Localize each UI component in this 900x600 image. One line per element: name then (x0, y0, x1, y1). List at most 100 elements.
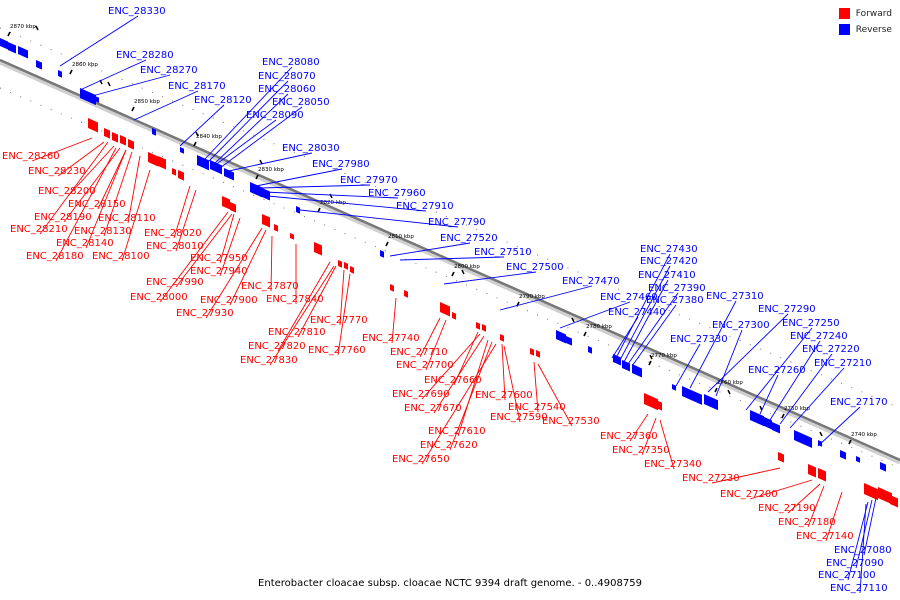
reverse-gene-label[interactable]: ENC_27300 (712, 320, 770, 331)
reverse-gene-label[interactable]: ENC_27290 (758, 304, 816, 315)
forward-gene-label[interactable]: ENC_28130 (74, 226, 132, 237)
forward-gene-label[interactable]: ENC_27830 (240, 355, 298, 366)
reverse-gene-label[interactable]: ENC_27090 (826, 558, 884, 569)
reverse-gene-label[interactable]: ENC_28030 (282, 143, 340, 154)
reverse-gene-label[interactable]: ENC_27470 (562, 276, 620, 287)
reverse-gene-label[interactable]: ENC_27170 (830, 397, 888, 408)
reverse-gene-label[interactable]: ENC_27520 (440, 233, 498, 244)
forward-gene-label[interactable]: ENC_27900 (200, 295, 258, 306)
forward-gene-label[interactable]: ENC_28140 (56, 238, 114, 249)
forward-gene-label[interactable]: ENC_27950 (190, 253, 248, 264)
reverse-gene-label[interactable]: ENC_28050 (272, 97, 330, 108)
forward-gene-label[interactable]: ENC_27190 (758, 503, 816, 514)
forward-gene-label[interactable]: ENC_28260 (2, 151, 60, 162)
forward-gene (778, 452, 784, 463)
reverse-gene-label[interactable]: ENC_27330 (670, 334, 728, 345)
reverse-gene-label[interactable]: ENC_27310 (706, 291, 764, 302)
forward-gene-label[interactable]: ENC_28000 (130, 292, 188, 303)
reverse-gene-label[interactable]: ENC_27960 (368, 188, 426, 199)
forward-gene-label[interactable]: ENC_27760 (308, 345, 366, 356)
forward-gene-label[interactable]: ENC_27610 (428, 426, 486, 437)
reverse-gene-label[interactable]: ENC_27250 (782, 318, 840, 329)
reverse-gene-label[interactable]: ENC_27460 (600, 292, 658, 303)
marker-tick (35, 25, 39, 31)
reverse-gene-label[interactable]: ENC_27790 (428, 217, 486, 228)
reverse-gene-label[interactable]: ENC_28060 (258, 84, 316, 95)
forward-gene-label[interactable]: ENC_27710 (390, 347, 448, 358)
forward-gene-label[interactable]: ENC_27740 (362, 333, 420, 344)
forward-gene-label[interactable]: ENC_27230 (682, 473, 740, 484)
reverse-gene-label[interactable]: ENC_27430 (640, 244, 698, 255)
forward-gene-label[interactable]: ENC_27940 (190, 266, 248, 277)
forward-gene-label[interactable]: ENC_28230 (28, 166, 86, 177)
forward-gene-label[interactable]: ENC_27590 (490, 412, 548, 423)
reverse-gene-label[interactable]: ENC_28120 (194, 95, 252, 106)
reverse-gene-label[interactable]: ENC_27980 (312, 159, 370, 170)
forward-gene-label[interactable]: ENC_27990 (146, 277, 204, 288)
reverse-gene-label[interactable]: ENC_27440 (608, 307, 666, 318)
forward-gene-label[interactable]: ENC_27350 (612, 445, 670, 456)
reverse-gene-label[interactable]: ENC_27260 (748, 365, 806, 376)
gene-block (8, 42, 16, 54)
reverse-gene-label[interactable]: ENC_27110 (830, 583, 888, 594)
forward-gene-label[interactable]: ENC_27530 (542, 416, 600, 427)
forward-gene-label[interactable]: ENC_27690 (392, 389, 450, 400)
forward-gene-label[interactable]: ENC_28210 (10, 224, 68, 235)
reverse-gene-label[interactable]: ENC_28170 (168, 81, 226, 92)
forward-gene (350, 266, 354, 274)
forward-gene-label[interactable]: ENC_28020 (144, 228, 202, 239)
reverse-gene-label[interactable]: ENC_27220 (802, 344, 860, 355)
forward-gene-label[interactable]: ENC_27930 (176, 308, 234, 319)
reverse-gene-label[interactable]: ENC_27970 (340, 175, 398, 186)
forward-gene-label[interactable]: ENC_28100 (92, 251, 150, 262)
forward-gene-label[interactable]: ENC_27620 (420, 440, 478, 451)
forward-gene-label[interactable]: ENC_27670 (404, 403, 462, 414)
forward-gene-label[interactable]: ENC_28190 (34, 212, 92, 223)
forward-gene-label[interactable]: ENC_28200 (38, 186, 96, 197)
forward-gene-label[interactable]: ENC_27770 (310, 315, 368, 326)
forward-gene-label-connector (787, 483, 821, 514)
reverse-gene-label[interactable]: ENC_28070 (258, 71, 316, 82)
forward-gene-label[interactable]: ENC_27700 (396, 360, 454, 371)
forward-gene-label[interactable]: ENC_27200 (720, 489, 778, 500)
forward-gene-label[interactable]: ENC_28150 (68, 199, 126, 210)
forward-gene-label[interactable]: ENC_27140 (796, 531, 854, 542)
reverse-gene-label[interactable]: ENC_27100 (818, 570, 876, 581)
forward-gene-label[interactable]: ENC_27870 (241, 281, 299, 292)
reverse-gene-label[interactable]: ENC_28080 (262, 57, 320, 68)
reverse-gene-label[interactable]: ENC_28090 (246, 110, 304, 121)
reverse-gene-label[interactable]: ENC_28280 (116, 50, 174, 61)
forward-gene-label[interactable]: ENC_27180 (778, 517, 836, 528)
forward-gene (104, 128, 110, 139)
reverse-gene-label[interactable]: ENC_27510 (474, 247, 532, 258)
forward-gene-label[interactable]: ENC_27810 (268, 327, 326, 338)
reverse-gene-label[interactable]: ENC_27500 (506, 262, 564, 273)
forward-gene-label-connector (229, 229, 267, 306)
forward-gene-label[interactable]: ENC_28180 (26, 251, 84, 262)
forward-gene-label[interactable]: ENC_28110 (98, 213, 156, 224)
forward-gene-label[interactable]: ENC_28010 (146, 241, 204, 252)
forward-gene-label[interactable]: ENC_27600 (475, 390, 533, 401)
forward-gene-label[interactable]: ENC_27650 (392, 454, 450, 465)
reverse-gene-label[interactable]: ENC_27210 (814, 358, 872, 369)
reverse-gene-label[interactable]: ENC_27410 (638, 270, 696, 281)
reverse-gene-label[interactable]: ENC_27390 (648, 283, 706, 294)
gene-block (230, 202, 236, 213)
forward-gene-label-connector (127, 155, 141, 224)
forward-gene-label[interactable]: ENC_27820 (248, 341, 306, 352)
reverse-gene-label[interactable]: ENC_27420 (640, 256, 698, 267)
forward-gene-label[interactable]: ENC_27340 (644, 459, 702, 470)
reverse-gene-label-connector (623, 279, 669, 363)
forward-gene-label[interactable]: ENC_27660 (424, 375, 482, 386)
reverse-gene-label[interactable]: ENC_28330 (108, 6, 166, 17)
reverse-gene-label[interactable]: ENC_27240 (790, 331, 848, 342)
legend-reverse: Reverse (838, 24, 892, 35)
reverse-gene-label[interactable]: ENC_27910 (396, 201, 454, 212)
reverse-gene-label[interactable]: ENC_27380 (646, 295, 704, 306)
forward-gene-label[interactable]: ENC_27360 (600, 431, 658, 442)
reverse-gene-label[interactable]: ENC_28270 (140, 65, 198, 76)
forward-gene-label[interactable]: ENC_27540 (508, 402, 566, 413)
tick-label: 2760 kbp (717, 380, 743, 386)
reverse-gene-label[interactable]: ENC_27080 (834, 545, 892, 556)
forward-gene-label[interactable]: ENC_27840 (266, 294, 324, 305)
